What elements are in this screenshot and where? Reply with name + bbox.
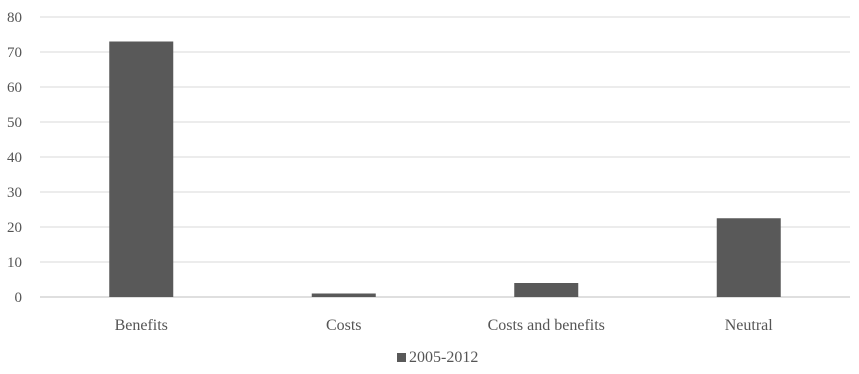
bar-neutral — [716, 218, 781, 297]
bar-costs — [311, 293, 376, 297]
y-tick-label: 10 — [7, 255, 22, 271]
y-tick-label: 0 — [15, 290, 23, 306]
x-tick-label: Neutral — [725, 317, 774, 334]
y-tick-label: 50 — [7, 115, 22, 131]
y-tick-label: 30 — [7, 185, 22, 201]
gridlines — [40, 16, 850, 298]
legend-label: 2005-2012 — [409, 349, 478, 366]
y-axis-ticks: 0 10 20 30 40 50 60 70 80 — [7, 10, 22, 306]
y-tick-label: 70 — [7, 45, 22, 61]
legend: 2005-2012 — [397, 349, 478, 366]
y-tick-label: 80 — [7, 10, 22, 26]
y-tick-label: 60 — [7, 80, 22, 96]
y-tick-label: 40 — [7, 150, 22, 166]
x-axis-labels: Benefits Costs Costs and benefits Neutral — [115, 317, 774, 334]
bar-costs-and-benefits — [514, 283, 579, 297]
bar-benefits — [109, 41, 174, 297]
bars — [109, 41, 781, 297]
legend-swatch — [397, 353, 406, 362]
y-tick-label: 20 — [7, 220, 22, 236]
x-tick-label: Costs — [326, 317, 362, 334]
x-tick-label: Benefits — [115, 317, 168, 334]
x-tick-label: Costs and benefits — [488, 317, 605, 334]
